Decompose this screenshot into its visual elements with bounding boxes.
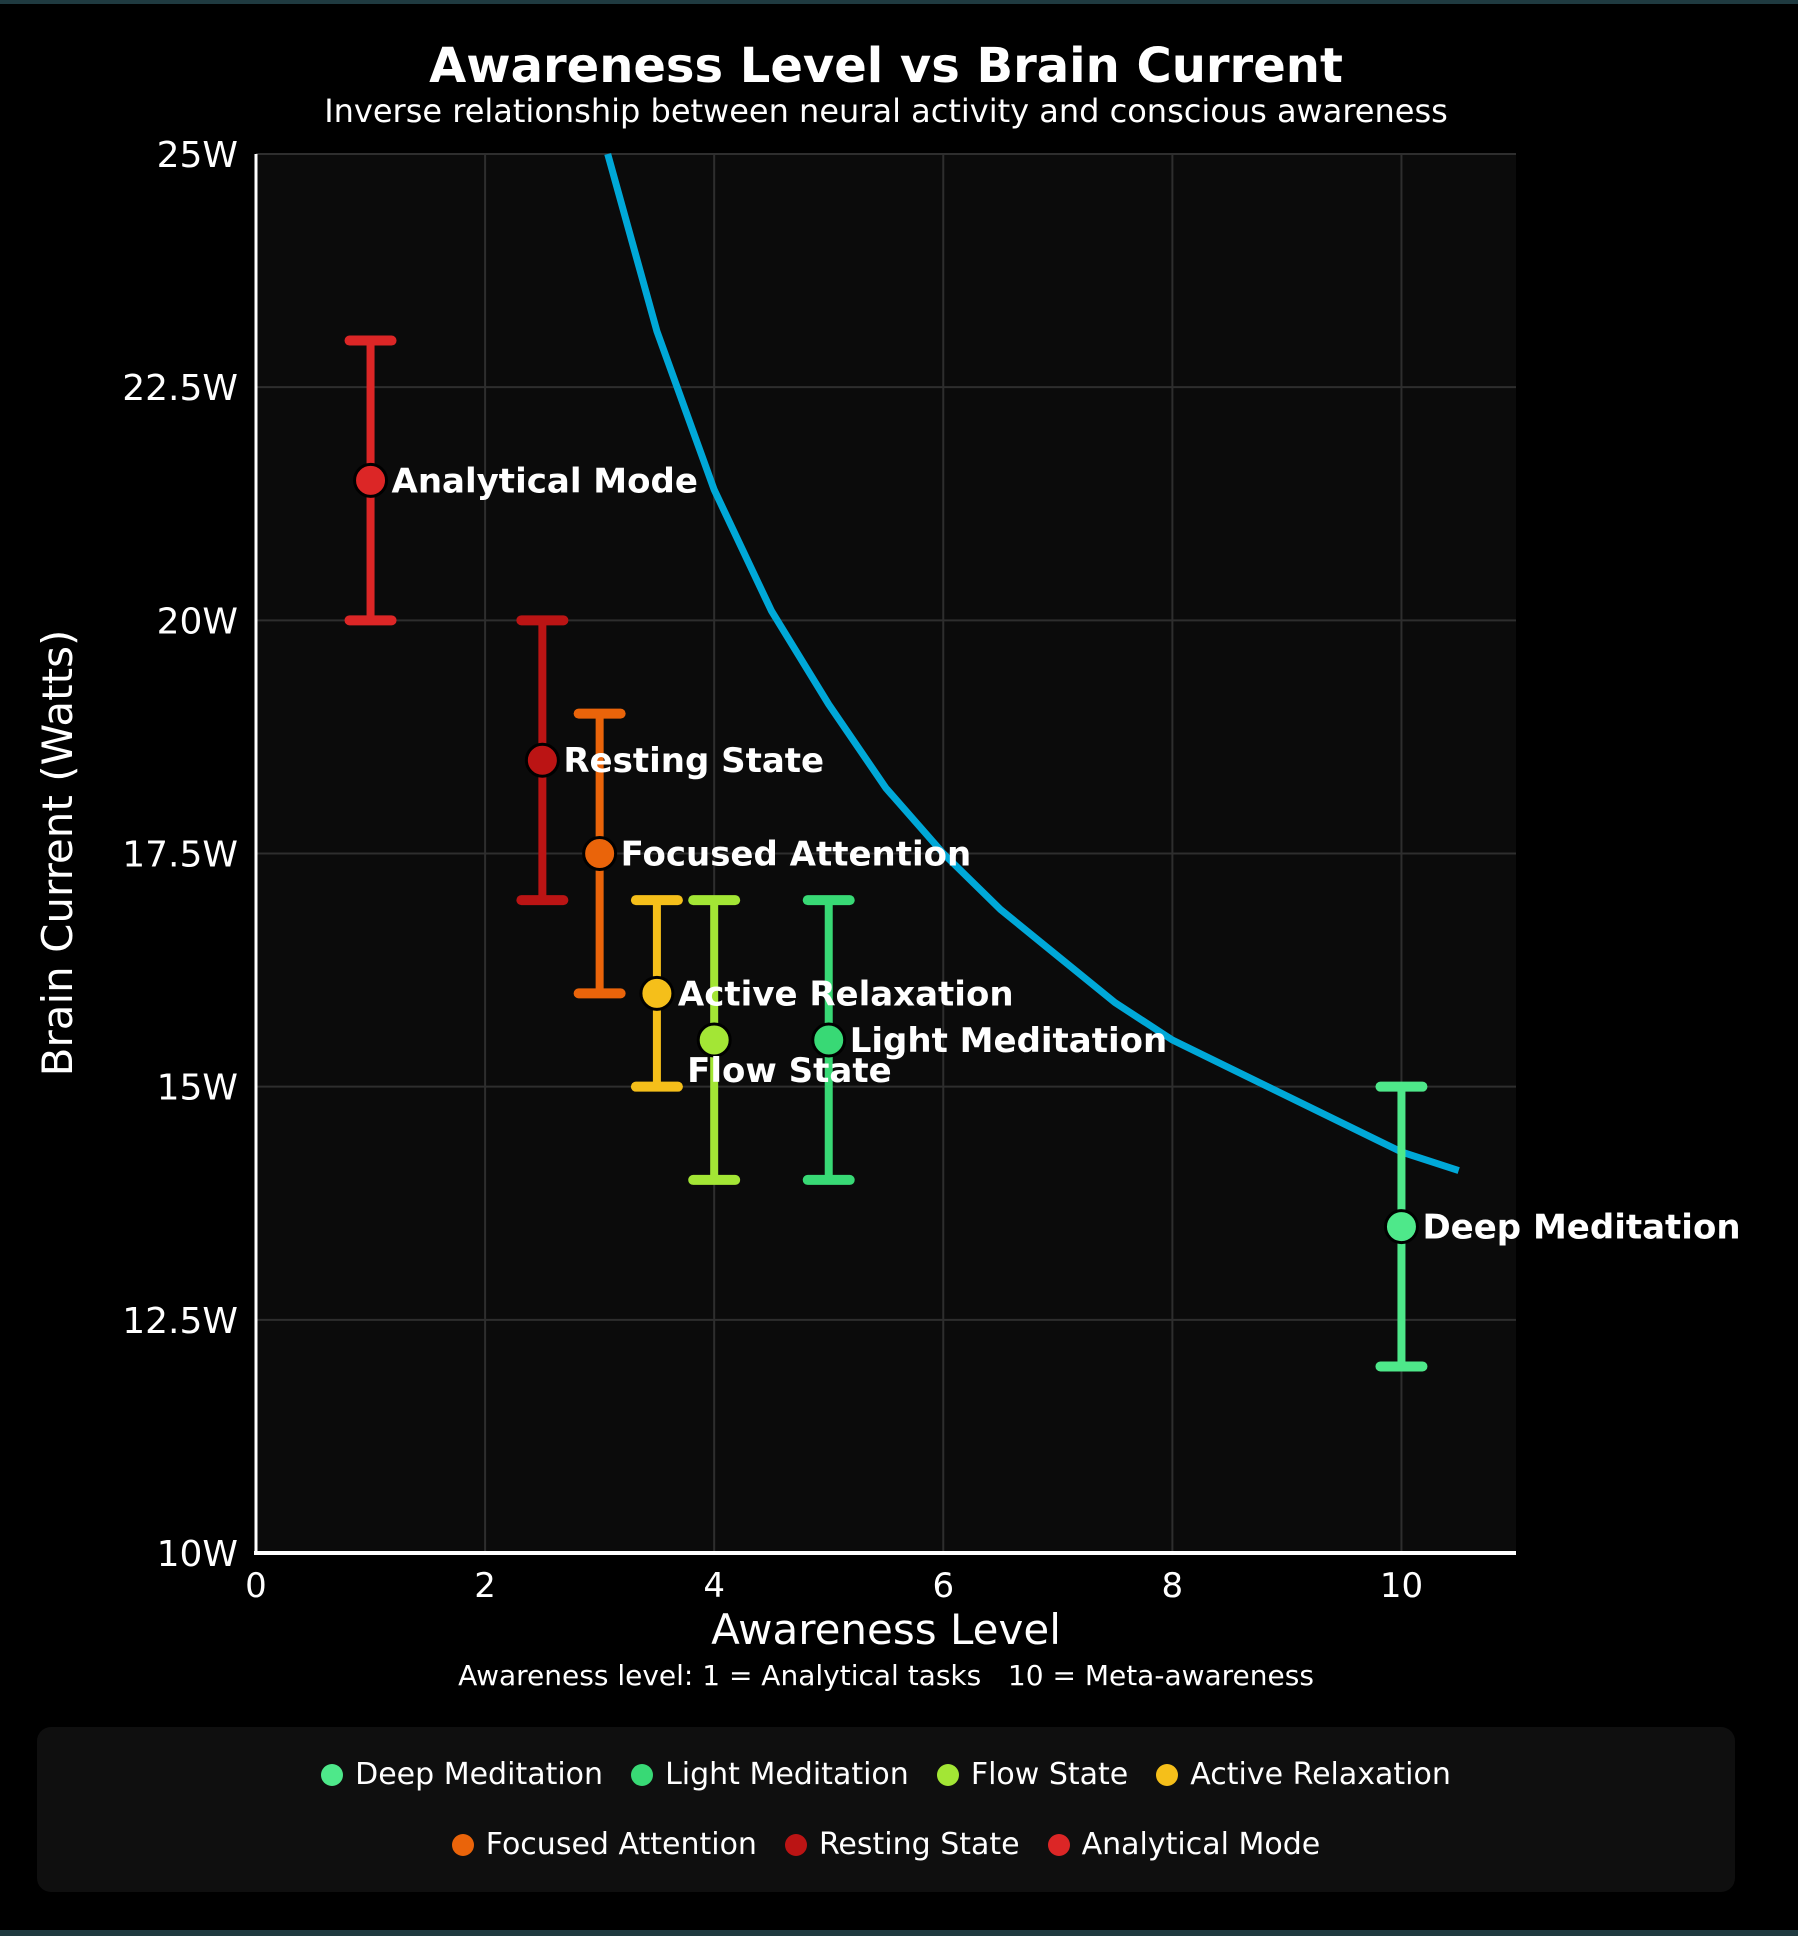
point-marker [1383,1209,1419,1245]
x-axis-note: Awareness level: 1 = Analytical tasks 10… [458,1659,1314,1692]
point-label: Active Relaxation [678,974,1014,1014]
legend-swatch-icon [321,1763,344,1786]
x-tick-label: 4 [703,1566,725,1606]
x-tick-label: 6 [932,1566,954,1606]
ticks: 0 2 4 6 8 10 10W 12.5W 15W 17.5W 20W 22.5W 25W [122,135,1423,1606]
data-point-light-meditation: Light Meditation [802,895,1168,1185]
x-axis-label: Awareness Level [711,1605,1061,1654]
legend-item[interactable]: Resting State [784,1826,1020,1863]
legend-swatch-icon [631,1763,654,1786]
data-point-resting-state: Resting State [516,615,824,906]
y-tick-label: 15W [157,1068,238,1109]
y-tick-label: 20W [157,601,238,642]
legend-label: Flow State [970,1756,1129,1792]
legend-item[interactable]: Light Meditation [631,1757,909,1793]
point-label: Focused Attention [621,835,972,875]
legend-item[interactable]: Deep Meditation [321,1757,603,1793]
legend-item[interactable]: Flow State [936,1756,1129,1793]
point-marker [353,462,389,498]
point-marker [524,742,560,778]
chart-title: Awareness Level vs Brain Current [429,38,1343,94]
y-tick-label: 10W [157,1534,238,1575]
y-tick-label: 12.5W [122,1301,238,1342]
legend-label: Focused Attention [485,1826,757,1862]
x-tick-label: 2 [474,1566,496,1606]
trend-curve-group [604,153,1460,1174]
trend-curve [604,153,1460,1174]
point-marker [811,1022,847,1058]
legend-label: Analytical Mode [1081,1826,1321,1862]
y-axis-label: Brain Current (Watts) [33,630,82,1077]
legend-swatch-icon [1047,1833,1070,1856]
data-point-focused-attention: Focused Attention [573,708,972,999]
legend-item[interactable]: Analytical Mode [1047,1826,1321,1863]
y-tick-label: 25W [157,135,238,176]
legend-swatch-icon [784,1833,807,1856]
point-marker [696,1022,732,1058]
legend-swatch-icon [451,1833,474,1856]
top-border [0,0,1798,4]
point-label: Analytical Mode [392,461,698,501]
data-point-analytical-mode: Analytical Mode [344,335,698,626]
x-tick-label: 8 [1162,1566,1184,1606]
legend-label: Active Relaxation [1190,1756,1451,1792]
legend: Deep Meditation Light Meditation Flow Stat… [37,1727,1735,1892]
point-marker [639,975,675,1011]
legend-label: Resting State [818,1826,1020,1862]
y-tick-label: 22.5W [122,368,238,409]
point-label: Deep Meditation [1422,1208,1740,1248]
y-tick-label: 17.5W [122,835,238,876]
data-point-flow-state: Flow State [687,895,892,1185]
x-tick-label: 10 [1380,1566,1423,1606]
point-label: Light Meditation [850,1021,1168,1061]
chart-subtitle: Inverse relationship between neural acti… [324,92,1448,130]
point-marker [582,836,618,871]
legend-swatch-icon [936,1763,959,1786]
data-point-deep-meditation: Deep Meditation [1375,1081,1741,1372]
legend-swatch-icon [1156,1763,1179,1786]
grid [256,153,1516,1553]
bottom-border [0,1930,1798,1936]
data-point-active-relaxation: Active Relaxation [630,895,1014,1092]
point-label: Flow State [687,1051,891,1091]
legend-item[interactable]: Focused Attention [451,1826,757,1863]
point-label: Resting State [563,741,824,781]
legend-label: Deep Meditation [355,1756,604,1792]
legend-item[interactable]: Active Relaxation [1156,1757,1451,1793]
x-tick-label: 0 [245,1566,267,1606]
legend-label: Light Meditation [665,1756,909,1792]
